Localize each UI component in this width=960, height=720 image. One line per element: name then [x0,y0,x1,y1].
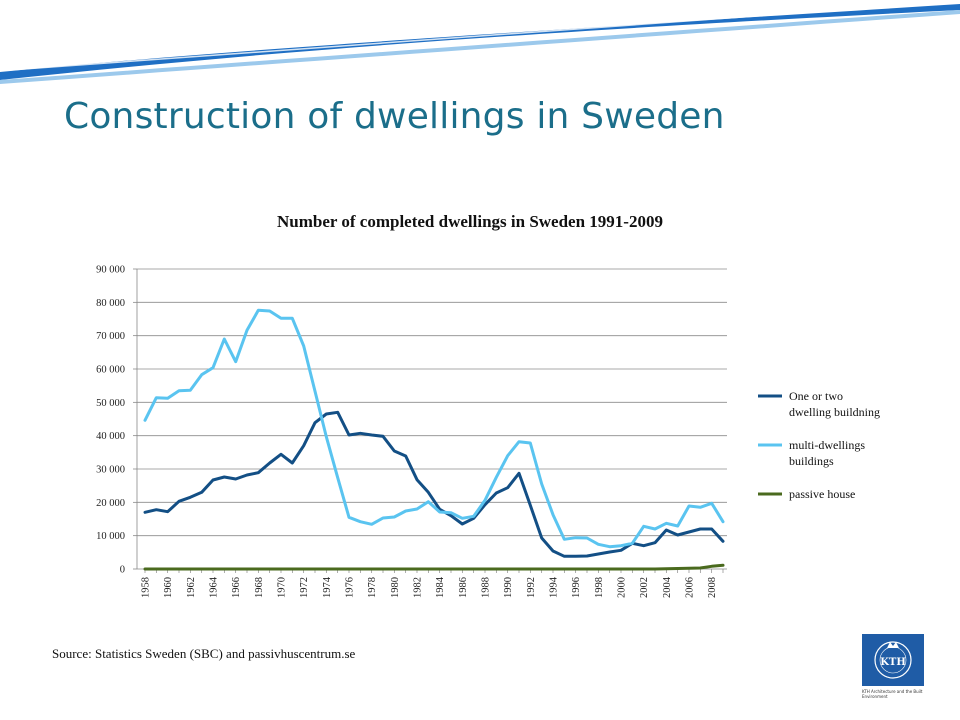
y-tick-label: 20 000 [96,498,125,509]
header-swoosh [0,1,960,84]
x-tick-label: 1972 [299,577,310,598]
x-tick-label: 1974 [322,576,333,598]
kth-logo-text: KTH [880,657,906,668]
series-line-1 [143,410,725,558]
axes [136,269,727,573]
series-lines [143,308,725,571]
x-tick-label: 1976 [345,577,356,598]
x-tick-label: 1984 [435,576,446,598]
grid-lines [133,268,727,570]
x-tick-label: 2008 [707,577,718,598]
x-tick-label: 1992 [526,577,537,598]
slide-title: Construction of dwellings in Sweden [64,96,725,137]
x-tick-label: 2000 [617,577,628,598]
y-tick-label: 0 [120,565,125,576]
chart-title: Number of completed dwellings in Sweden … [277,212,663,231]
y-tick-label: 10 000 [96,531,125,542]
y-tick-label: 70 000 [96,331,125,342]
kth-logo-mark: KTH [862,634,924,686]
y-tick-label: 80 000 [96,298,125,309]
x-tick-label: 2006 [685,577,696,598]
x-tick-label: 1960 [163,577,174,598]
legend-label: One or two dwelling buildning [789,389,880,419]
legend-label: passive house [789,487,855,501]
x-tick-label: 1994 [549,576,560,598]
series-line-2 [143,308,725,549]
y-tick-label: 60 000 [96,365,125,376]
x-tick-label: 2002 [639,577,650,598]
x-tick-label: 2004 [662,576,673,598]
x-tick-label: 1990 [503,577,514,598]
kth-logo: KTH KTH Architecture and the Built Envir… [862,634,924,699]
x-tick-label: 1986 [458,577,469,598]
source-note: Source: Statistics Sweden (SBC) and pass… [52,646,356,661]
y-tick-label: 90 000 [96,265,125,276]
x-tick-label: 1998 [594,577,605,598]
x-tick-label: 1968 [254,577,265,598]
x-tick-label: 1970 [277,577,288,598]
x-tick-labels: 1958 1960 1962 1964 1966 1968 1970 1972 1974 1976… [141,576,719,598]
legend-label: multi-dwellings buildings [789,438,865,468]
x-tick-label: 1978 [367,577,378,598]
x-tick-label: 1982 [413,577,424,598]
x-tick-label: 1958 [141,577,152,598]
y-tick-label: 40 000 [96,431,125,442]
legend: One or two dwelling buildning multi-dwelli… [758,389,880,501]
x-tick-label: 1962 [186,577,197,598]
x-tick-label: 1980 [390,577,401,598]
series-line-3 [143,563,725,571]
x-tick-label: 1964 [209,576,220,598]
x-tick-label: 1966 [231,577,242,598]
y-tick-label: 50 000 [96,398,125,409]
y-tick-labels: 0 10 000 20 000 30 000 40 000 50 000 60 000 70 … [96,265,125,576]
kth-logo-caption: KTH Architecture and the Built Environme… [862,689,923,699]
y-tick-label: 30 000 [96,465,125,476]
x-tick-label: 1988 [481,577,492,598]
x-tick-label: 1996 [571,577,582,598]
